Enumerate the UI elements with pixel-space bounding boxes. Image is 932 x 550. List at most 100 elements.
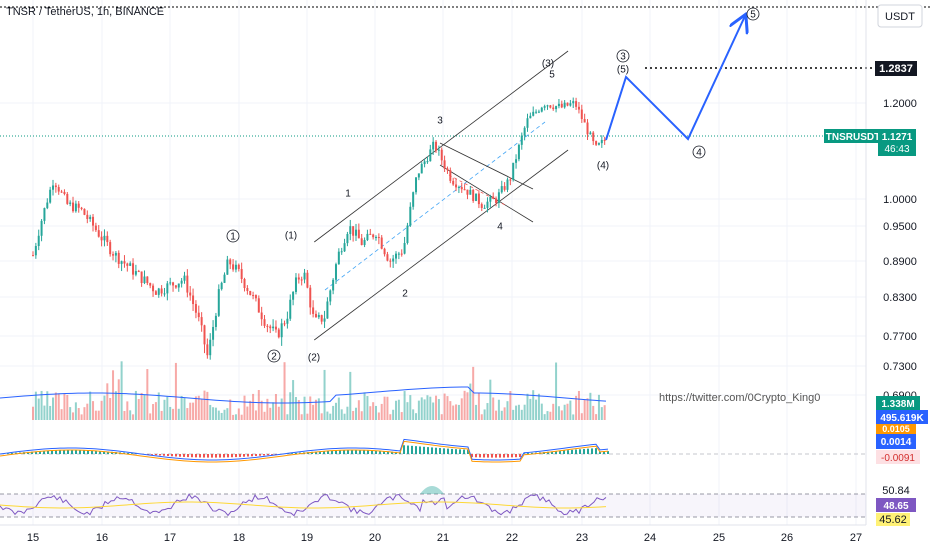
candle-body bbox=[266, 325, 269, 327]
elliott-channel bbox=[314, 50, 569, 341]
macd-histogram-bar bbox=[403, 445, 405, 454]
candle-body bbox=[294, 277, 297, 292]
volume-bar bbox=[297, 400, 300, 420]
volume-bar bbox=[140, 392, 143, 420]
candle-body bbox=[289, 299, 292, 319]
candle-body bbox=[203, 325, 206, 345]
volume-bar bbox=[435, 395, 438, 420]
volume-bar bbox=[157, 392, 160, 420]
target-price-label: 1.2837 bbox=[879, 63, 913, 75]
candle-body bbox=[260, 312, 263, 320]
projection-path bbox=[605, 16, 745, 141]
price-tick-label: 1.2000 bbox=[883, 98, 917, 110]
macd-histogram-bar bbox=[471, 454, 473, 458]
macd-histogram-bar bbox=[67, 450, 69, 454]
volume-bar bbox=[254, 410, 257, 420]
candle-body bbox=[357, 229, 360, 239]
volume-bar bbox=[420, 397, 423, 420]
candle-body bbox=[257, 298, 260, 313]
volume-bar bbox=[286, 414, 289, 420]
time-axis: 15 16 17 18 19 20 21 22 23 24 25 26 27 bbox=[27, 532, 862, 544]
candle-body bbox=[174, 285, 177, 288]
volume-bar bbox=[83, 407, 86, 420]
volume-bar bbox=[360, 411, 363, 420]
wave-label: (4) bbox=[597, 161, 609, 172]
macd-histogram-bar bbox=[155, 454, 157, 456]
flag-upper bbox=[439, 142, 534, 190]
macd-histogram-bar bbox=[175, 454, 177, 457]
candle-body bbox=[77, 203, 80, 208]
volume-bar bbox=[597, 394, 600, 420]
volume-pane bbox=[0, 361, 607, 420]
volume-bar bbox=[197, 395, 200, 420]
candle-body bbox=[243, 278, 246, 288]
currency-box[interactable] bbox=[877, 4, 923, 28]
candle-body bbox=[214, 315, 217, 327]
volume-bar bbox=[509, 391, 512, 420]
volume-bar bbox=[440, 414, 443, 420]
volume-bar bbox=[177, 408, 180, 420]
price-badge-value: 1.1271 bbox=[882, 132, 913, 143]
volume-bar bbox=[274, 394, 277, 420]
volume-bar bbox=[106, 383, 109, 420]
macd-histogram-bar bbox=[503, 454, 505, 458]
volume-bar bbox=[97, 410, 100, 420]
candle-body bbox=[369, 233, 372, 235]
macd-histogram-bar bbox=[455, 449, 457, 454]
volume-bar bbox=[500, 410, 503, 420]
wave-label: 5 bbox=[750, 10, 756, 21]
candle-body bbox=[160, 288, 163, 294]
candle-body bbox=[486, 201, 489, 208]
time-tick-label: 23 bbox=[576, 532, 588, 544]
macd-histogram-bar bbox=[467, 449, 469, 454]
macd-histogram-bar bbox=[347, 450, 349, 454]
volume-bar bbox=[77, 408, 80, 420]
candle-body bbox=[34, 246, 37, 256]
volume-bar bbox=[160, 410, 163, 420]
time-tick-label: 18 bbox=[233, 532, 245, 544]
macd-histogram-bar bbox=[331, 450, 333, 454]
macd-histogram-bar bbox=[315, 451, 317, 454]
volume-bar bbox=[152, 404, 155, 420]
volume-bar bbox=[486, 403, 489, 420]
wave-circle bbox=[616, 49, 630, 63]
macd-histogram-bar bbox=[59, 450, 61, 454]
price-tick-label: 0.9500 bbox=[883, 221, 917, 233]
volume-bar bbox=[334, 402, 337, 420]
volume-bar bbox=[112, 370, 115, 420]
volume-bar bbox=[397, 399, 400, 420]
candle-body bbox=[306, 272, 309, 288]
candle-body bbox=[220, 282, 223, 290]
macd-histogram-bar bbox=[491, 454, 493, 458]
volume-bar bbox=[537, 393, 540, 420]
macd-histogram-bar bbox=[383, 451, 385, 454]
macd-histogram-bar bbox=[199, 454, 201, 458]
candle-body bbox=[592, 132, 595, 142]
macd-histogram-bar bbox=[247, 454, 249, 457]
symbol-badge[interactable] bbox=[824, 129, 882, 143]
macd-histogram-bar bbox=[375, 450, 377, 454]
candle-body bbox=[346, 234, 349, 244]
candle-body bbox=[117, 252, 120, 264]
time-tick-label: 20 bbox=[369, 532, 381, 544]
candle-body bbox=[166, 283, 169, 294]
volume-bar bbox=[212, 407, 215, 420]
watermark-url: https://twitter.com/0Crypto_King0 bbox=[659, 392, 821, 404]
candle-body bbox=[209, 339, 212, 356]
volume-bar bbox=[463, 390, 466, 420]
candle-body bbox=[189, 292, 192, 296]
candle-body bbox=[83, 208, 86, 215]
candle-body bbox=[586, 122, 589, 135]
currency-label: USDT bbox=[885, 11, 915, 23]
candle-body bbox=[63, 191, 66, 194]
rsi-sma-line bbox=[0, 501, 607, 509]
candle-body bbox=[455, 184, 458, 188]
price-tick-label: 0.7300 bbox=[883, 361, 917, 373]
volume-bar bbox=[409, 395, 412, 420]
macd-histogram-bar bbox=[35, 451, 37, 454]
macd-histogram-bar bbox=[547, 451, 549, 454]
volume-bar bbox=[400, 412, 403, 420]
macd-histogram-bar bbox=[515, 454, 517, 458]
macd-histogram-bar bbox=[231, 454, 233, 458]
